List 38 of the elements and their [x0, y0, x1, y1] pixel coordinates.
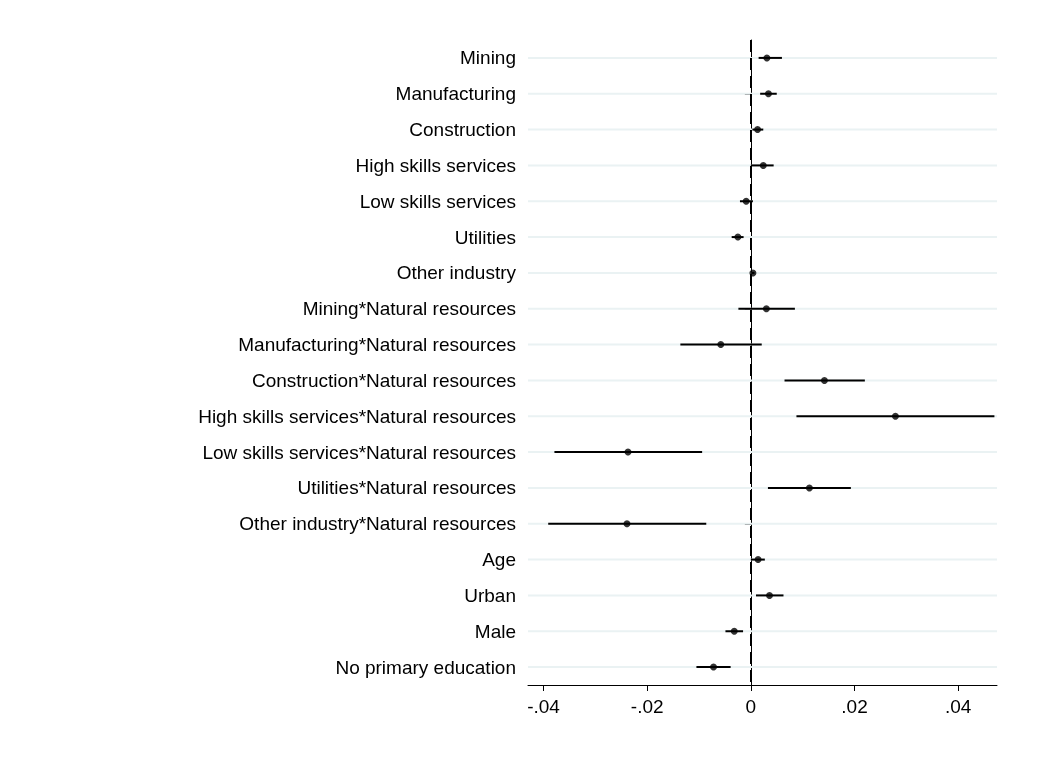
- y-tick-label: Other industry*Natural resources: [239, 513, 516, 535]
- y-tick-label: Construction: [409, 119, 516, 141]
- y-tick-label: Male: [474, 620, 516, 642]
- point: [717, 341, 725, 349]
- x-tick-label: -.02: [630, 696, 664, 717]
- point: [742, 197, 750, 205]
- y-tick-label: Construction*Natural resources: [251, 369, 516, 391]
- point: [762, 305, 770, 313]
- point: [805, 484, 813, 492]
- point: [891, 412, 899, 420]
- point: [730, 627, 738, 635]
- point: [759, 161, 767, 169]
- point: [754, 556, 762, 564]
- point: [764, 90, 772, 98]
- y-tick-label: Manufacturing*Natural resources: [238, 334, 516, 356]
- point: [710, 663, 718, 671]
- x-tick-label: -.04: [527, 696, 561, 717]
- y-tick-label: Manufacturing: [395, 83, 516, 105]
- point: [763, 54, 771, 62]
- y-tick-label: Urban: [464, 584, 516, 606]
- point: [820, 376, 828, 384]
- y-tick-label: Utilities: [454, 226, 516, 248]
- point: [766, 591, 773, 599]
- x-tick-label: .02: [841, 696, 868, 717]
- point: [734, 233, 742, 241]
- y-tick-label: Low skills services: [359, 190, 516, 212]
- y-tick-label: Low skills services*Natural resources: [202, 441, 516, 463]
- y-tick-label: Other industry: [396, 262, 517, 284]
- y-tick-label: Mining*Natural resources: [302, 298, 516, 320]
- y-tick-label: Age: [482, 549, 516, 571]
- y-tick-label: High skills services*Natural resources: [198, 405, 516, 427]
- point: [623, 520, 631, 528]
- y-tick-label: High skills services: [355, 154, 516, 176]
- x-tick-label: 0: [745, 696, 757, 717]
- x-tick-label: .04: [944, 696, 972, 717]
- y-tick-label: No primary education: [335, 656, 516, 678]
- y-tick-label: Utilities*Natural resources: [297, 477, 516, 499]
- y-tick-label: Mining: [460, 47, 516, 69]
